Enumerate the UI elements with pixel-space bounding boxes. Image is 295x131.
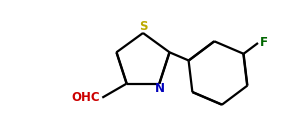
- Text: N: N: [155, 82, 164, 95]
- Text: S: S: [139, 20, 147, 34]
- Text: F: F: [260, 37, 268, 50]
- Text: OHC: OHC: [72, 91, 100, 104]
